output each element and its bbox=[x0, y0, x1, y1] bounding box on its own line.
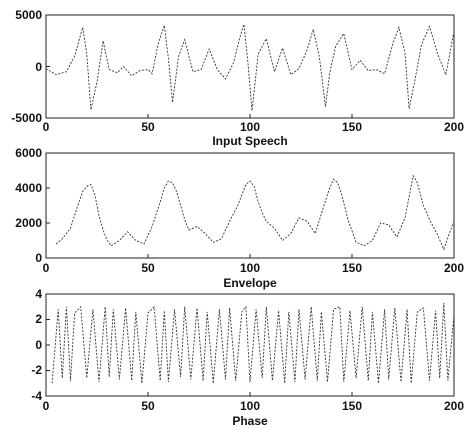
plot-area-1 bbox=[45, 14, 455, 119]
x-tick-label: 0 bbox=[43, 261, 50, 275]
y-tick-label: 6000 bbox=[15, 146, 42, 160]
x-tick-label: 50 bbox=[141, 261, 155, 275]
plot-area-2 bbox=[45, 152, 455, 259]
series-line bbox=[45, 24, 455, 111]
y-tick-label: 0 bbox=[35, 251, 42, 265]
x-tick-label: 100 bbox=[240, 120, 260, 134]
y-tick-label: -2 bbox=[31, 363, 42, 377]
y-tick-label: 2 bbox=[35, 312, 42, 326]
x-tick-label: 50 bbox=[141, 120, 155, 134]
x-tick-label: 150 bbox=[342, 261, 362, 275]
panel-envelope: 6000 4000 2000 0 0 50 100 150 200 Envelo… bbox=[15, 146, 464, 290]
x-tick-label: 0 bbox=[43, 120, 50, 134]
x-axis-label: Envelope bbox=[223, 276, 277, 290]
y-tick-label: -5000 bbox=[11, 111, 42, 125]
x-tick-label: 50 bbox=[141, 399, 155, 413]
series-line bbox=[51, 302, 455, 384]
series-line bbox=[55, 174, 455, 251]
x-axis-label: Input Speech bbox=[212, 134, 287, 148]
x-tick-label: 200 bbox=[444, 399, 464, 413]
x-tick-label: 0 bbox=[43, 399, 50, 413]
x-tick-label: 100 bbox=[240, 261, 260, 275]
x-tick-label: 100 bbox=[240, 399, 260, 413]
y-tick-label: -4 bbox=[31, 389, 42, 403]
plot-lines-2 bbox=[45, 152, 455, 259]
panel-input-speech: 5000 0 -5000 0 50 100 150 200 Input Spee… bbox=[11, 8, 464, 148]
plot-lines-1 bbox=[45, 14, 455, 119]
x-tick-label: 150 bbox=[342, 399, 362, 413]
plot-lines-3 bbox=[45, 293, 455, 397]
y-tick-label: 4000 bbox=[15, 181, 42, 195]
panel-phase: 4 2 0 -2 -4 0 50 100 150 200 Phase bbox=[31, 287, 464, 428]
y-tick-label: 2000 bbox=[15, 216, 42, 230]
y-tick-label: 4 bbox=[35, 287, 42, 301]
x-axis-label: Phase bbox=[232, 414, 268, 428]
x-tick-label: 200 bbox=[444, 120, 464, 134]
x-tick-label: 200 bbox=[444, 261, 464, 275]
y-tick-label: 5000 bbox=[15, 8, 42, 22]
x-tick-label: 150 bbox=[342, 120, 362, 134]
y-tick-label: 0 bbox=[35, 60, 42, 74]
y-tick-label: 0 bbox=[35, 338, 42, 352]
